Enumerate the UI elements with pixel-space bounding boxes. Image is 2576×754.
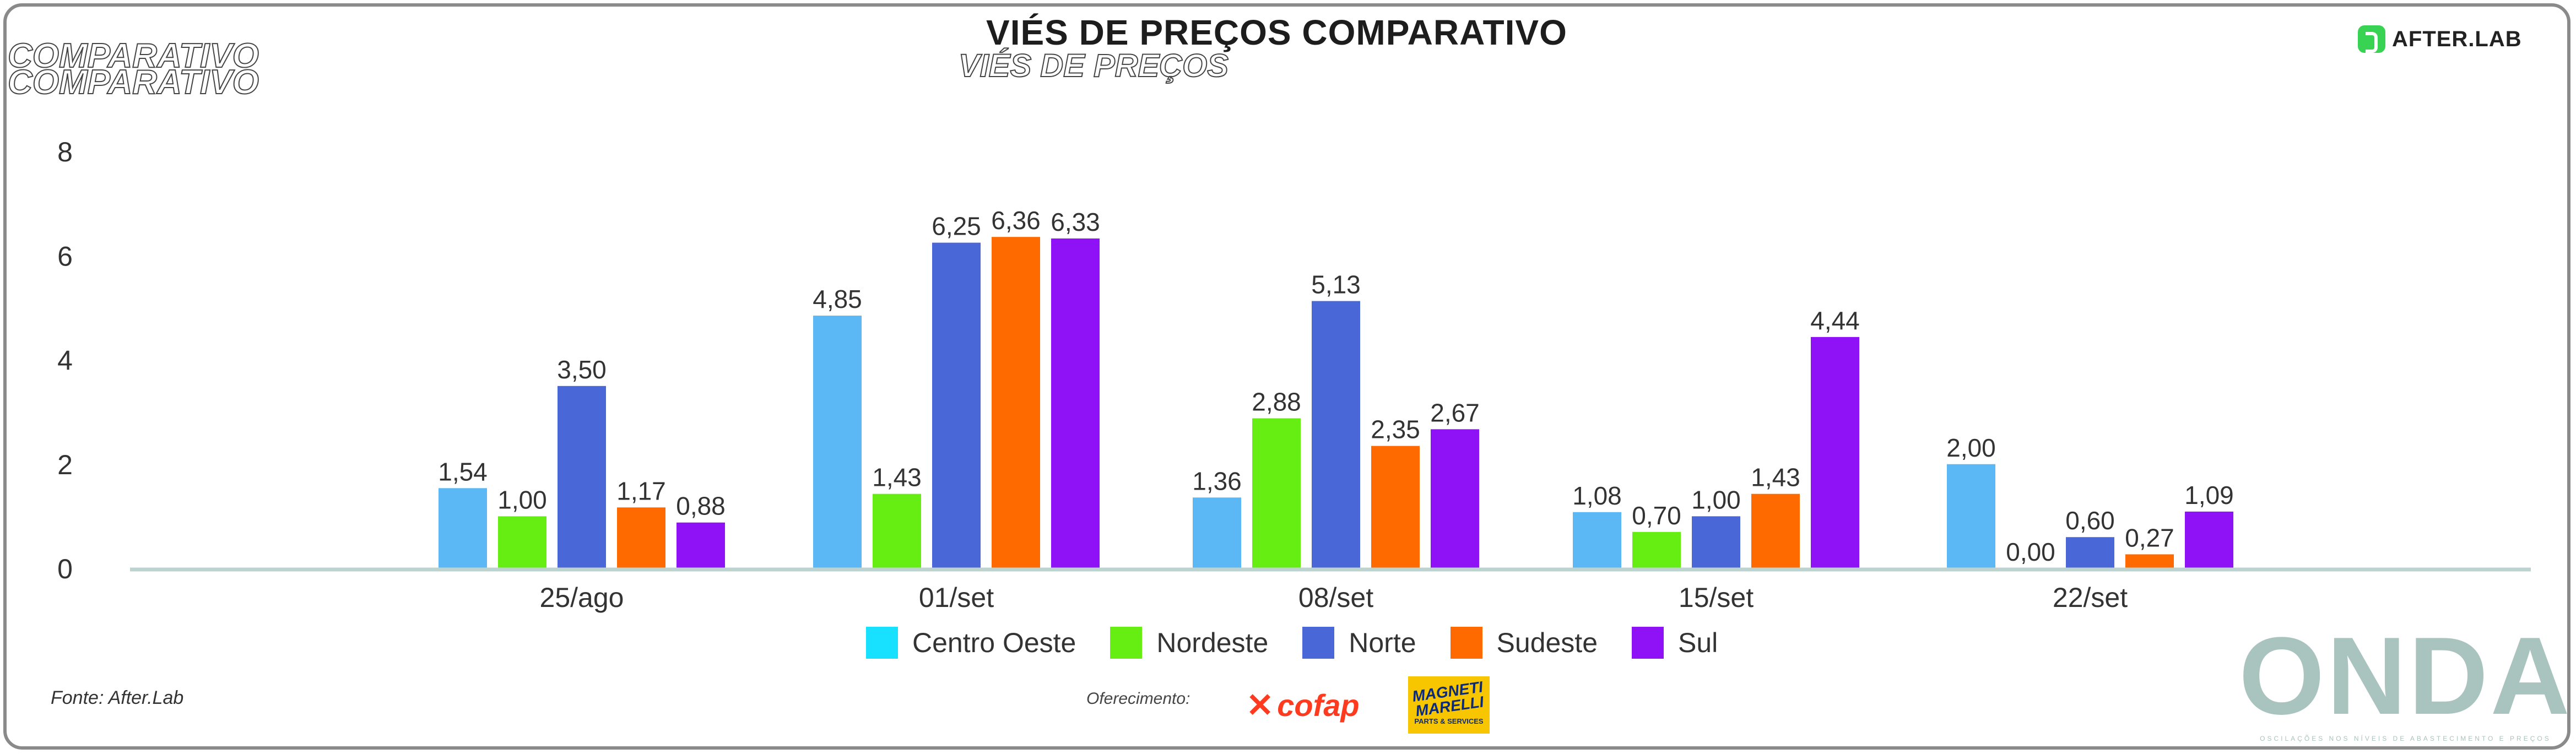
legend-swatch bbox=[1632, 627, 1664, 659]
legend-swatch bbox=[1110, 627, 1143, 659]
bar-centro-oeste bbox=[1573, 512, 1621, 568]
data-label: 1,00 bbox=[1691, 485, 1741, 514]
data-label: 1,00 bbox=[497, 485, 547, 514]
bar-norte bbox=[1312, 301, 1360, 568]
bar-nordeste bbox=[1632, 531, 1681, 568]
legend-label: Centro Oeste bbox=[912, 627, 1076, 658]
bar-sudeste bbox=[992, 237, 1040, 568]
data-label: 6,36 bbox=[991, 206, 1041, 235]
bar-sul bbox=[2185, 511, 2233, 568]
data-label: 1,43 bbox=[1751, 463, 1800, 492]
data-label: 1,36 bbox=[1192, 466, 1242, 495]
bar-centro-oeste bbox=[1947, 464, 1995, 568]
bar-sul bbox=[1051, 238, 1100, 568]
y-tick-label: 6 bbox=[57, 241, 73, 272]
cofap-icon: ✕ bbox=[1246, 686, 1274, 724]
data-label: 3,50 bbox=[557, 355, 607, 384]
data-label: 5,13 bbox=[1311, 270, 1361, 299]
magneti-marelli-brand: MAGNETI MARELLI bbox=[1411, 678, 1485, 719]
legend-label: Sul bbox=[1678, 627, 1718, 658]
bar-norte bbox=[2066, 537, 2114, 568]
data-label: 2,00 bbox=[1946, 433, 1996, 462]
cofap-logo: ✕ cofap bbox=[1246, 687, 1360, 723]
legend-item: Sudeste bbox=[1450, 627, 1598, 659]
data-label: 4,44 bbox=[1810, 306, 1860, 335]
bar-nordeste bbox=[1252, 418, 1301, 568]
x-tick-label: 22/set bbox=[2053, 582, 2128, 613]
bar-sul bbox=[677, 522, 725, 568]
data-label: 1,54 bbox=[438, 457, 488, 486]
bar-sudeste bbox=[1751, 493, 1800, 568]
ghost-title-middle: VIÉS DE PREÇOS bbox=[958, 48, 1229, 84]
data-label: 0,27 bbox=[2125, 523, 2174, 552]
x-tick-label: 08/set bbox=[1298, 582, 1373, 613]
data-label: 1,09 bbox=[2184, 481, 2234, 509]
afterlab-logo: AFTER.LAB bbox=[2358, 25, 2522, 53]
y-tick-label: 0 bbox=[57, 554, 73, 584]
data-label: 0,60 bbox=[2065, 506, 2115, 535]
bar-sul bbox=[1431, 429, 1479, 568]
y-tick-label: 8 bbox=[57, 137, 73, 167]
legend-item: Nordeste bbox=[1110, 627, 1268, 659]
bar-sul bbox=[1811, 337, 1859, 568]
data-label: 1,17 bbox=[616, 476, 666, 505]
magneti-marelli-subtitle: PARTS & SERVICES bbox=[1414, 717, 1484, 726]
legend-swatch bbox=[1450, 627, 1482, 659]
data-label: 1,43 bbox=[872, 463, 922, 492]
data-label: 4,85 bbox=[813, 285, 862, 313]
legend-item: Sul bbox=[1632, 627, 1718, 659]
bar-sudeste bbox=[617, 507, 665, 568]
data-label: 0,88 bbox=[676, 492, 726, 520]
bar-norte bbox=[932, 242, 981, 568]
x-tick-label: 25/ago bbox=[540, 582, 624, 613]
bar-nordeste bbox=[498, 516, 546, 568]
y-tick-label: 4 bbox=[57, 345, 73, 376]
bar-centro-oeste bbox=[813, 316, 862, 568]
ghost-title-left: COMPARATIVO COMPARATIVO bbox=[7, 37, 259, 102]
chart-legend: Centro Oeste Nordeste Norte Sudeste Sul bbox=[866, 627, 1718, 659]
x-tick-label: 01/set bbox=[919, 582, 994, 613]
bar-norte bbox=[1692, 516, 1740, 568]
y-tick-label: 2 bbox=[57, 449, 73, 480]
legend-label: Nordeste bbox=[1156, 627, 1269, 658]
chart-frame bbox=[3, 3, 2570, 750]
chart-title: VIÉS DE PREÇOS COMPARATIVO bbox=[986, 13, 1567, 52]
legend-label: Norte bbox=[1349, 627, 1416, 658]
onda-wordmark: ONDA bbox=[2239, 615, 2572, 737]
bar-centro-oeste bbox=[439, 488, 487, 568]
data-label: 1,08 bbox=[1572, 481, 1622, 510]
bar-norte bbox=[558, 386, 606, 568]
bar-sudeste bbox=[1371, 446, 1420, 568]
bar-centro-oeste bbox=[1193, 497, 1241, 568]
legend-swatch bbox=[866, 627, 898, 659]
onda-logo: ONDA OSCILAÇÕES NOS NÍVEIS DE ABASTECIME… bbox=[2239, 615, 2572, 743]
data-label: 6,25 bbox=[932, 212, 981, 241]
legend-item: Norte bbox=[1302, 627, 1416, 659]
x-tick-label: 15/set bbox=[1679, 582, 1754, 613]
sponsors-label: Oferecimento: bbox=[1086, 690, 1190, 708]
bar-sudeste bbox=[2125, 554, 2174, 568]
cofap-logo-text: cofap bbox=[1277, 688, 1360, 723]
data-label: 0,00 bbox=[2006, 538, 2055, 566]
legend-swatch bbox=[1302, 627, 1335, 659]
magneti-marelli-logo: MAGNETI MARELLI PARTS & SERVICES bbox=[1408, 676, 1490, 734]
data-label: 6,33 bbox=[1051, 208, 1100, 236]
afterlab-logo-text: AFTER.LAB bbox=[2392, 26, 2522, 51]
legend-label: Sudeste bbox=[1496, 627, 1598, 658]
data-label: 2,67 bbox=[1430, 398, 1480, 427]
legend-item: Centro Oeste bbox=[866, 627, 1076, 659]
data-label: 0,70 bbox=[1632, 501, 1681, 530]
bar-nordeste bbox=[873, 493, 921, 568]
data-label: 2,88 bbox=[1252, 387, 1301, 416]
afterlab-icon bbox=[2358, 25, 2385, 53]
onda-tagline: OSCILAÇÕES NOS NÍVEIS DE ABASTECIMENTO E… bbox=[2260, 735, 2551, 742]
data-label: 2,35 bbox=[1371, 415, 1420, 444]
source-note: Fonte: After.Lab bbox=[51, 687, 184, 708]
